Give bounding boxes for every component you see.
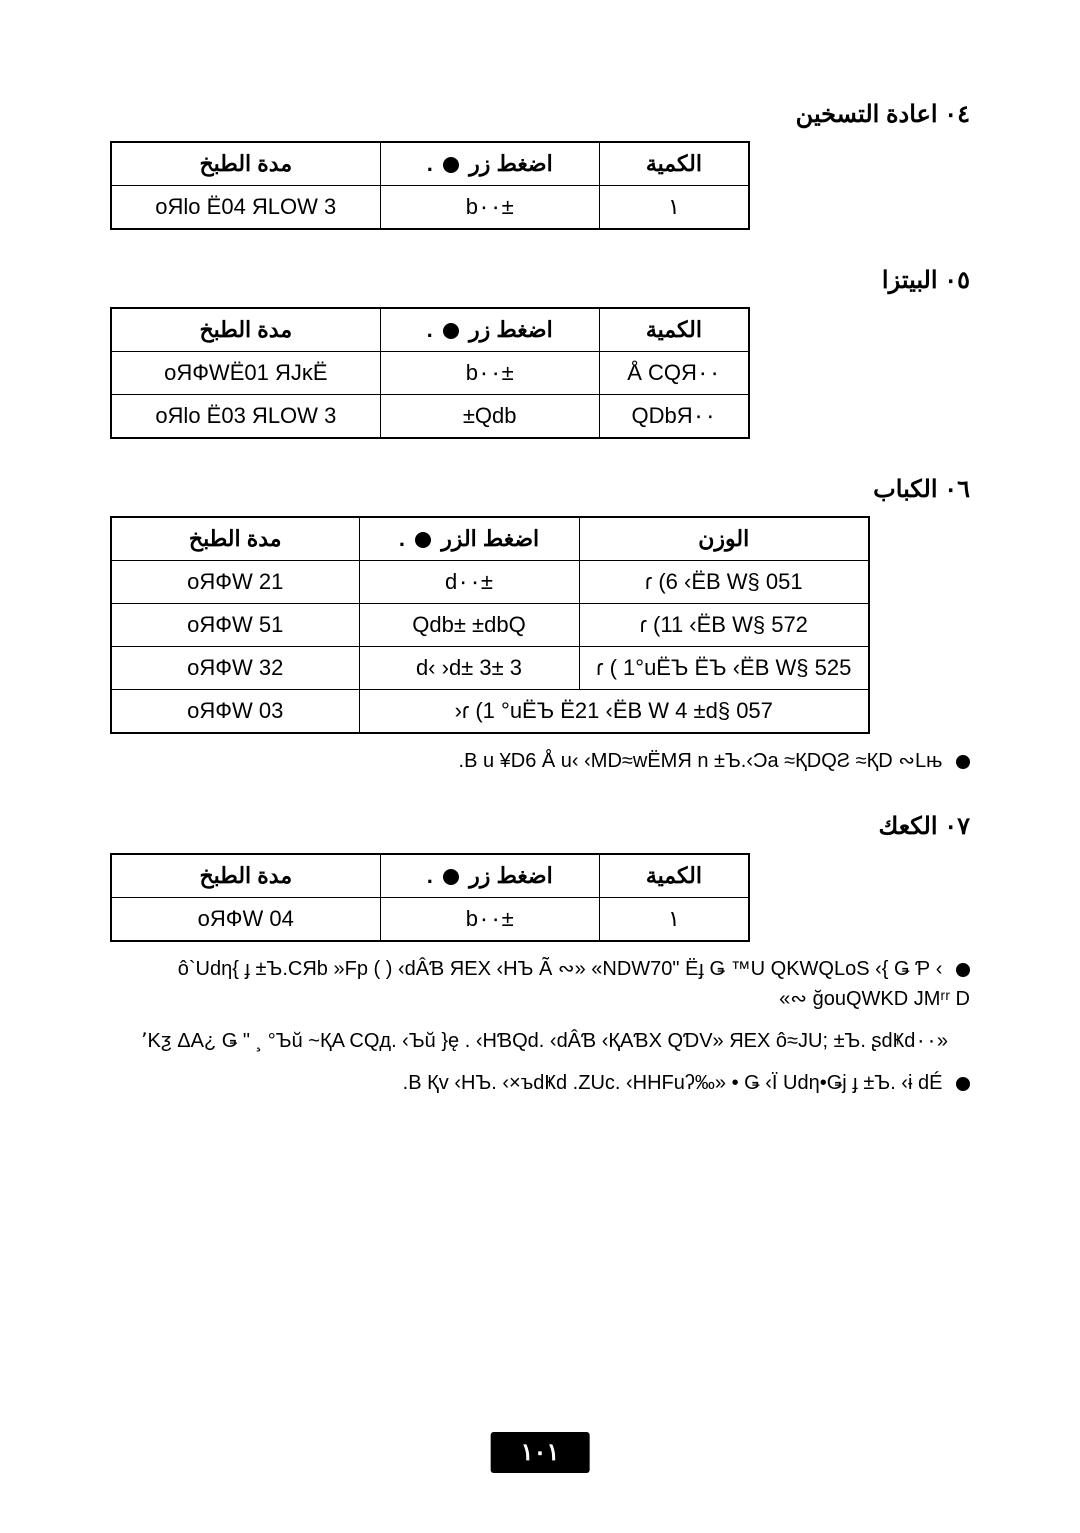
cell-qty: ١ — [599, 898, 749, 942]
note-text: B Қv ‹HЪ. ‹×ъdҜd .ZUc. ‹HHFuʔ‰» • Ǥ ‹Ї U… — [403, 1072, 943, 1094]
table-pizza: الكمية اضغط زر . مدة الطبخ Å CQЯ٠٠ ±b٠٠ … — [110, 307, 750, 439]
cell-time: 51 oЯФW — [111, 604, 359, 647]
cell-btn: Qdb± — [380, 395, 599, 439]
cell-weight: 051 §ɾ (6 ‹ËB W — [579, 561, 869, 604]
section-07-note-1: ô`Udƞ{ ɟ ±Ъ.CЯb »Fp ( ) ‹dÂƁ ЯEX ‹HЪ Ã ∾… — [110, 954, 970, 1014]
table-row: Å CQЯ٠٠ ±b٠٠ oЯФWË01 ЯJĸЁ — [111, 352, 749, 395]
th-qty: الكمية — [599, 854, 749, 898]
bullet-icon — [956, 963, 970, 977]
th-qty: الكمية — [599, 308, 749, 352]
cell-time: 3 oЯƖo Ë03 ЯLOW — [111, 395, 380, 439]
cell-time: 32 oЯФW — [111, 647, 359, 690]
th-time: مدة الطبخ — [111, 308, 380, 352]
cell-time: 21 oЯФW — [111, 561, 359, 604]
table-row: 057 §ɾ (1 °uËЪ Ë21 ‹ËB W 4 ±d‹ 03 oЯФW — [111, 690, 869, 734]
cell-btn: ±b٠٠ — [380, 352, 599, 395]
cell-qty: ١ — [599, 186, 749, 230]
cell-weight-merged: 057 §ɾ (1 °uËЪ Ë21 ‹ËB W 4 ±d‹ — [359, 690, 869, 734]
th-btn: اضغط زر . — [380, 854, 599, 898]
cell-weight: 572 §ɾ (11 ‹ËB W — [579, 604, 869, 647]
th-btn: اضغط زر . — [380, 142, 599, 186]
cell-btn: ±b٠٠ — [380, 898, 599, 942]
table-row: 051 §ɾ (6 ‹ËB W ±d٠٠ 21 oЯФW — [111, 561, 869, 604]
dot-icon — [415, 532, 431, 548]
table-reheat: الكمية اضغط زر . مدة الطبخ ١ ±b٠٠ 3 oЯƖo… — [110, 141, 750, 230]
section-06-title: ٠٦ الكباب — [110, 475, 970, 504]
note-text: «ę . ‹HƁQd. ‹dÂƁ ‹ҚAƁX QƊV» ЯEX ô≈JU; ±Ъ… — [141, 1030, 948, 1052]
table-kebab: الوزن اضغط الزر . مدة الطبخ 051 §ɾ (6 ‹Ë… — [110, 516, 870, 734]
cell-btn: Qdb± ±dbQ — [359, 604, 579, 647]
section-06-note: B u ¥D6 Å u‹ ‹MD≈wËMЯ n ±Ъ.‹Ɔa ≈ҚDQƧ ≈ҚD… — [110, 746, 970, 776]
table-cake: الكمية اضغط زر . مدة الطبخ ١ ±b٠٠ 04 oЯФ… — [110, 853, 750, 942]
section-05-title: ٠٥ البيتزا — [110, 266, 970, 295]
dot-icon — [443, 157, 459, 173]
section-07-note-3: B Қv ‹HЪ. ‹×ъdҜd .ZUc. ‹HHFuʔ‰» • Ǥ ‹Ї U… — [110, 1068, 970, 1098]
cell-time: oЯФWË01 ЯJĸЁ — [111, 352, 380, 395]
th-btn: اضغط زر . — [380, 308, 599, 352]
dot-icon — [443, 869, 459, 885]
table-row: 572 §ɾ (11 ‹ËB W Qdb± ±dbQ 51 oЯФW — [111, 604, 869, 647]
bullet-icon — [956, 1077, 970, 1091]
cell-btn: 3 ±d‹ ›d± 3 — [359, 647, 579, 690]
th-weight: الوزن — [579, 517, 869, 561]
section-07-note-2: «ę . ‹HƁQd. ‹dÂƁ ‹ҚAƁX QƊV» ЯEX ô≈JU; ±Ъ… — [110, 1026, 970, 1056]
th-qty: الكمية — [599, 142, 749, 186]
table-row: 525 §ɾ ( 1°uËЪ ËЪ ‹ËB W 3 ±d‹ ›d± 3 32 o… — [111, 647, 869, 690]
cell-btn: ±b٠٠ — [380, 186, 599, 230]
cell-qty: QDbЯ٠٠ — [599, 395, 749, 439]
th-time: مدة الطبخ — [111, 517, 359, 561]
th-time: مدة الطبخ — [111, 854, 380, 898]
page-number: ١٠١ — [491, 1432, 590, 1473]
cell-time: 3 oЯƖo Ë04 ЯLOW — [111, 186, 380, 230]
bullet-icon — [956, 755, 970, 769]
section-07-title: ٠٧ الكعك — [110, 812, 970, 841]
table-row: ١ ±b٠٠ 3 oЯƖo Ë04 ЯLOW — [111, 186, 749, 230]
cell-weight: 525 §ɾ ( 1°uËЪ ËЪ ‹ËB W — [579, 647, 869, 690]
dot-icon — [443, 323, 459, 339]
th-btn-label: اضغط زر — [469, 317, 553, 342]
cell-qty: Å CQЯ٠٠ — [599, 352, 749, 395]
th-btn-label: اضغط الزر — [441, 526, 539, 551]
table-row: QDbЯ٠٠ Qdb± 3 oЯƖo Ë03 ЯLOW — [111, 395, 749, 439]
note-text: ô`Udƞ{ ɟ ±Ъ.CЯb »Fp ( ) ‹dÂƁ ЯEX ‹HЪ Ã ∾… — [178, 958, 970, 1010]
th-btn-label: اضغط زر — [469, 151, 553, 176]
table-row: ١ ±b٠٠ 04 oЯФW — [111, 898, 749, 942]
th-btn: اضغط الزر . — [359, 517, 579, 561]
note-text: B u ¥D6 Å u‹ ‹MD≈wËMЯ n ±Ъ.‹Ɔa ≈ҚDQƧ ≈ҚD… — [459, 750, 943, 772]
cell-time: 04 oЯФW — [111, 898, 380, 942]
cell-btn: ±d٠٠ — [359, 561, 579, 604]
th-time: مدة الطبخ — [111, 142, 380, 186]
cell-time: 03 oЯФW — [111, 690, 359, 734]
th-btn-label: اضغط زر — [469, 863, 553, 888]
section-04-title: ٠٤ اعادة التسخين — [110, 100, 970, 129]
